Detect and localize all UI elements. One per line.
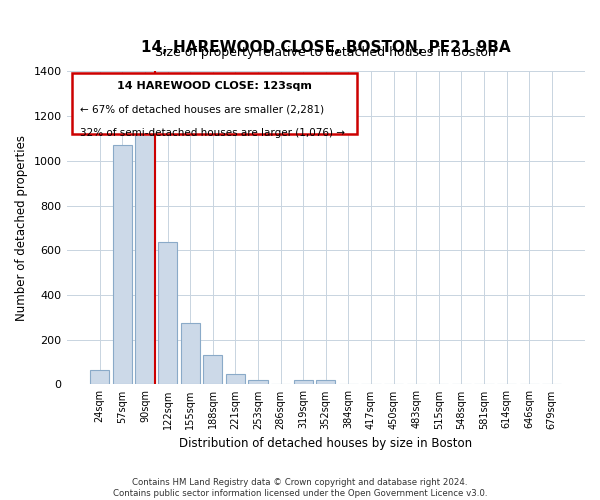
Title: 14, HAREWOOD CLOSE, BOSTON, PE21 9BA: 14, HAREWOOD CLOSE, BOSTON, PE21 9BA [141,40,511,55]
Bar [226,374,245,384]
Text: Contains HM Land Registry data © Crown copyright and database right 2024.
Contai: Contains HM Land Registry data © Crown c… [113,478,487,498]
X-axis label: Distribution of detached houses by size in Boston: Distribution of detached houses by size … [179,437,472,450]
Y-axis label: Number of detached properties: Number of detached properties [15,135,28,321]
Bar [158,242,177,384]
Text: ← 67% of detached houses are smaller (2,281): ← 67% of detached houses are smaller (2,… [80,104,323,115]
Text: 32% of semi-detached houses are larger (1,076) →: 32% of semi-detached houses are larger (… [80,128,344,138]
FancyBboxPatch shape [72,73,357,134]
Text: 14 HAREWOOD CLOSE: 123sqm: 14 HAREWOOD CLOSE: 123sqm [117,81,312,91]
Text: Size of property relative to detached houses in Boston: Size of property relative to detached ho… [155,46,496,59]
Bar [181,323,200,384]
Bar [113,145,132,384]
Bar [293,380,313,384]
Bar [90,370,109,384]
Bar [248,380,268,384]
Bar [203,356,223,384]
Bar [316,380,335,384]
Bar [136,125,155,384]
